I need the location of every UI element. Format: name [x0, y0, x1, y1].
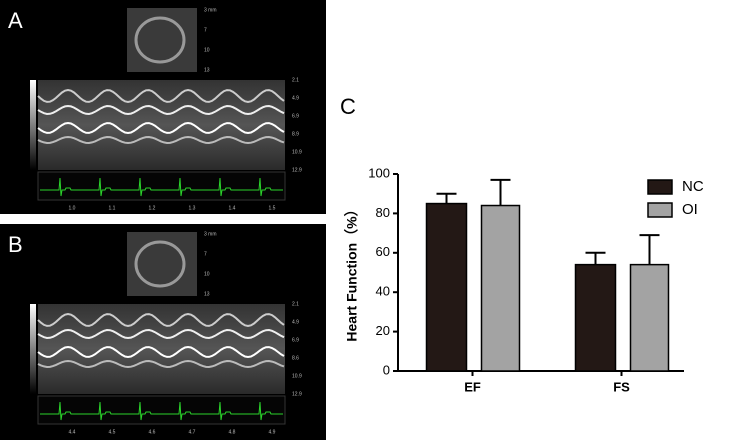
ecg-strip [37, 171, 286, 201]
time-label: 1.4 [229, 205, 236, 211]
depth-label: 6.9 [292, 113, 299, 119]
inset-scale-label: 10 [204, 271, 210, 277]
inset-scale-label: 3 mm [204, 231, 217, 237]
depth-label: 12.9 [292, 167, 302, 173]
inset-structure [134, 16, 186, 64]
y-tick-label: 60 [376, 244, 390, 259]
y-tick-label: 80 [376, 205, 390, 220]
legend-label: NC [682, 178, 704, 195]
depth-label: 10.9 [292, 149, 302, 155]
y-tick-label: 0 [383, 362, 390, 377]
depth-label: 4.9 [292, 95, 299, 101]
panel-label: B [8, 232, 23, 257]
x-tick-label: FS [613, 379, 630, 394]
time-label: 4.4 [69, 429, 76, 435]
depth-label: 8.9 [292, 131, 299, 137]
time-label: 4.9 [269, 429, 276, 435]
inset-structure [134, 240, 186, 288]
ecg-trace [40, 401, 283, 421]
time-label: 1.2 [149, 205, 156, 211]
depth-label: 2.1 [292, 77, 299, 83]
depth-label: 2.1 [292, 301, 299, 307]
bar [480, 204, 521, 372]
time-label: 1.1 [109, 205, 116, 211]
ultrasound-panels: A 3 mm 7 10 13 2.1 4.9 6.9 8.9 10.9 12.9 1.0 1.1 1.2 1… [0, 0, 326, 440]
time-label: 4.6 [149, 429, 156, 435]
wall-trace [37, 104, 285, 116]
gray-scale-bar [30, 80, 36, 170]
ecg-strip [37, 395, 286, 425]
y-axis-title: Heart Function（%） [344, 202, 360, 341]
ultrasound-panel: B 3 mm 7 10 13 2.1 4.9 6.9 8.6 10.9 12.9 4.4 4.5 4.6 4… [0, 224, 326, 440]
depth-label: 4.9 [292, 319, 299, 325]
m-mode-image [38, 80, 285, 170]
y-tick-label: 100 [368, 165, 390, 180]
time-label: 4.5 [109, 429, 116, 435]
panel-label: C [340, 94, 356, 119]
inset-scale-label: 13 [204, 291, 210, 297]
time-label: 1.3 [189, 205, 196, 211]
depth-label: 6.9 [292, 337, 299, 343]
wall-trace [37, 121, 285, 135]
panel-label: A [8, 8, 23, 33]
inset-scale-label: 13 [204, 67, 210, 73]
gray-scale-bar [30, 304, 36, 394]
wall-trace [37, 359, 285, 369]
bar [629, 263, 670, 372]
wall-trace [37, 328, 285, 340]
legend-swatch [647, 179, 673, 195]
depth-label: 12.9 [292, 391, 302, 397]
wall-trace [37, 312, 285, 328]
legend-label: OI [682, 201, 698, 218]
inset-scale-label: 3 mm [204, 7, 217, 13]
ultrasound-panel: A 3 mm 7 10 13 2.1 4.9 6.9 8.9 10.9 12.9 1.0 1.1 1.2 1… [0, 0, 326, 214]
wall-trace [37, 345, 285, 359]
wall-trace [37, 88, 285, 104]
depth-label: 10.9 [292, 373, 302, 379]
time-label: 4.7 [189, 429, 196, 435]
inset-scale-label: 10 [204, 47, 210, 53]
m-mode-image [38, 304, 285, 394]
inset-scale-label: 7 [204, 251, 207, 257]
time-label: 1.0 [69, 205, 76, 211]
y-tick-label: 20 [376, 323, 390, 338]
y-tick-label: 40 [376, 284, 390, 299]
bar-chart: C Heart Function（%） 0 20 40 60 80 100 EF FS NC OI [340, 94, 704, 395]
inset-scale-label: 7 [204, 27, 207, 33]
ecg-trace [40, 177, 283, 197]
x-tick-label: EF [464, 379, 481, 394]
wall-trace [37, 135, 285, 145]
bar [425, 202, 468, 372]
time-label: 4.8 [229, 429, 236, 435]
bar [574, 263, 617, 372]
time-label: 1.5 [269, 205, 276, 211]
depth-label: 8.6 [292, 355, 299, 361]
legend-swatch [647, 202, 673, 218]
